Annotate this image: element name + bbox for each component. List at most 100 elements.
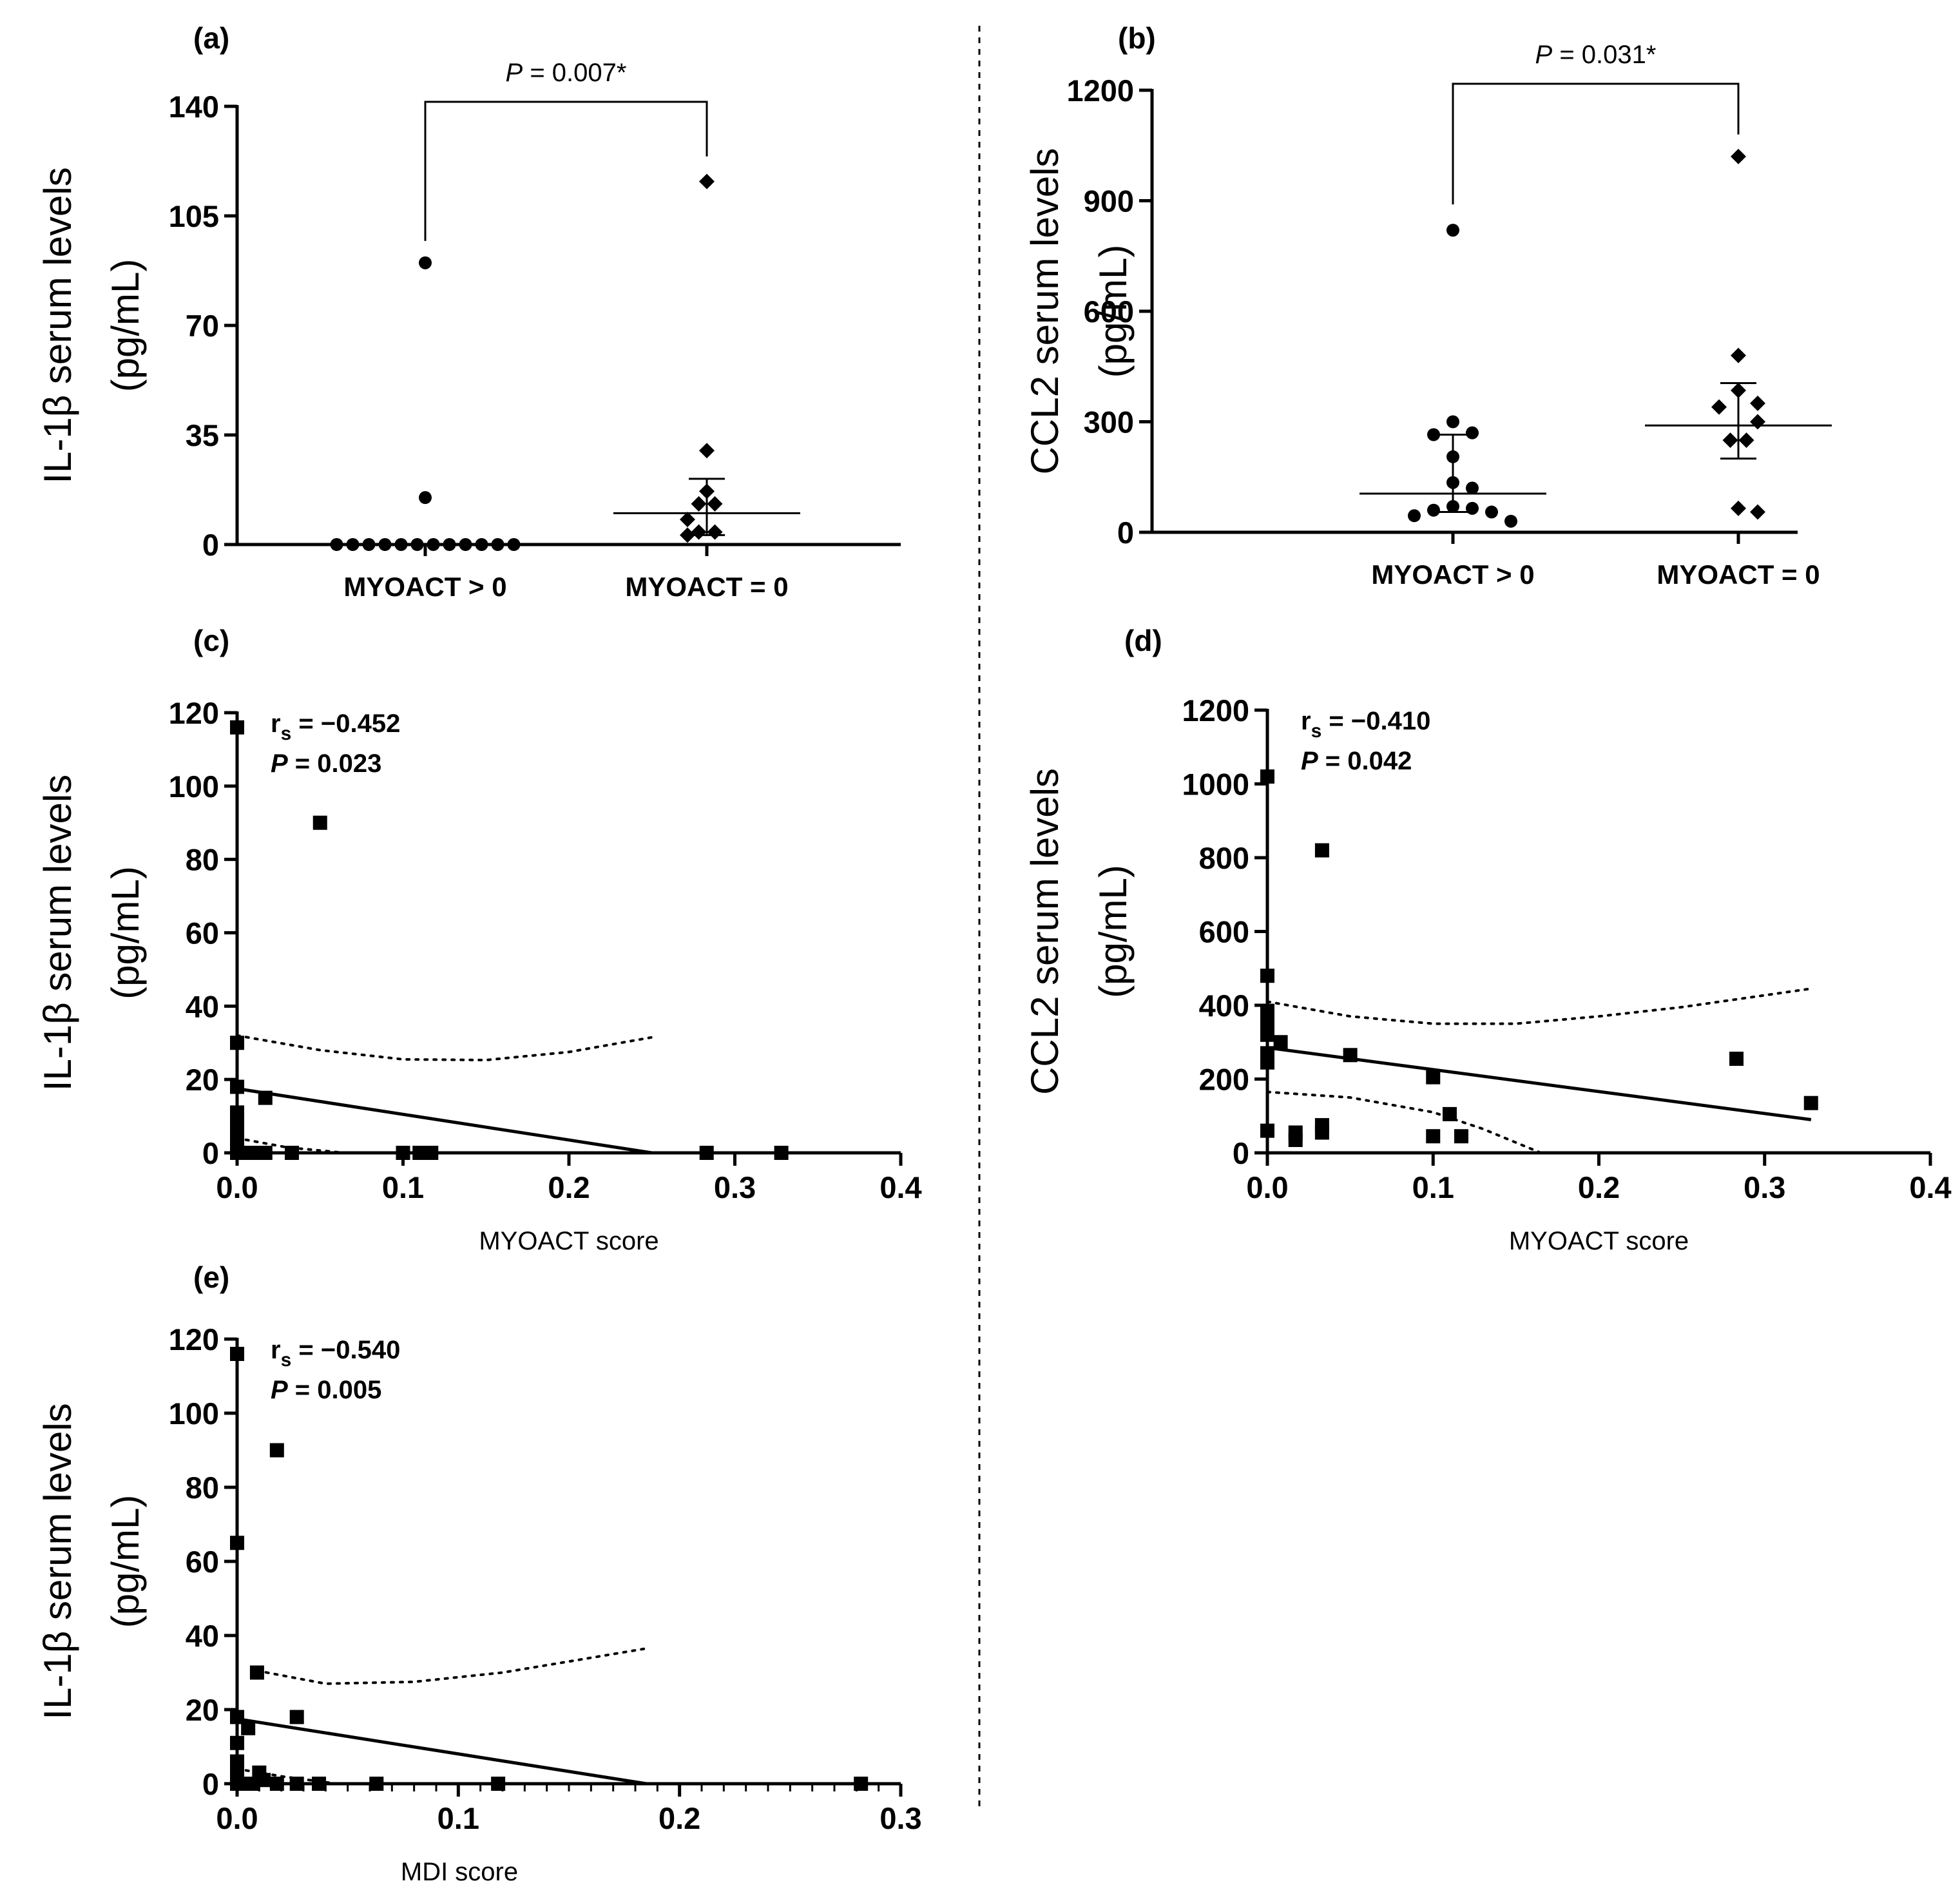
data-point (249, 1665, 264, 1680)
y-tick-label: 100 (169, 769, 219, 804)
x-tick-label: 0.3 (1744, 1170, 1785, 1204)
panel-letter: (e) (193, 1260, 229, 1294)
data-point (396, 1146, 410, 1160)
y-tick-label: 0 (1117, 516, 1134, 550)
data-point (1343, 1048, 1358, 1063)
data-point (1426, 1070, 1441, 1085)
data-point (491, 1777, 506, 1791)
p-value: = 0.007* (523, 59, 626, 87)
y-tick-label: 100 (169, 1396, 219, 1431)
x-axis-label: MYOACT score (1509, 1227, 1689, 1255)
data-point (1442, 1106, 1457, 1121)
panel-a: (a) 0 35 70 105 140 IL-1β serum levels (pg/mL) M… (36, 21, 901, 602)
data-point (699, 173, 715, 189)
data-point (230, 1735, 244, 1750)
data-point (1750, 395, 1765, 411)
data-point (256, 1773, 271, 1788)
y-tick-label: 140 (169, 90, 219, 124)
data-point (1260, 1055, 1274, 1070)
data-point (245, 1777, 260, 1791)
regression-line (236, 1717, 647, 1786)
data-point (1273, 1035, 1288, 1050)
x-category-label: MYOACT > 0 (343, 572, 506, 602)
r-value: = −0.410 (1321, 707, 1430, 735)
data-point (230, 1710, 244, 1724)
x-category-label: MYOACT > 0 (1371, 559, 1534, 590)
data-point (230, 1127, 244, 1142)
y-tick-label: 80 (186, 1471, 219, 1505)
data-point (230, 1105, 244, 1120)
y-axis-label: (pg/mL) (104, 1495, 147, 1628)
stat-r: rs = −0.452 (271, 709, 400, 744)
p-symbol: P (1301, 747, 1318, 775)
data-point (241, 1721, 256, 1735)
panel-d: (d) 0 200 400 600 800 1000 1200 CCL2 serum level… (1023, 624, 1952, 1255)
y-axis-label: CCL2 serum levels (1023, 768, 1066, 1095)
p-value: = 0.005 (288, 1376, 382, 1404)
y-tick-label: 35 (186, 418, 219, 452)
y-tick-label: 200 (1199, 1063, 1249, 1097)
ci-upper-curve (255, 1647, 648, 1685)
data-point (1427, 503, 1440, 517)
data-point (1446, 224, 1459, 237)
data-point (1454, 1129, 1468, 1144)
y-axis-label: (pg/mL) (1091, 245, 1135, 378)
data-point (269, 1443, 284, 1458)
y-tick-label: 900 (1084, 184, 1134, 218)
data-point (680, 512, 695, 528)
panel-c: (c) 0 20 40 60 80 100 120 IL-1β serum levels (pg/… (36, 624, 922, 1255)
y-tick-label: 300 (1084, 405, 1134, 439)
data-point (699, 443, 715, 459)
data-point (1738, 432, 1754, 449)
data-point (258, 1146, 273, 1160)
data-point (289, 1710, 304, 1724)
data-point (1314, 1125, 1329, 1140)
data-point (1466, 426, 1479, 439)
y-axis-label: CCL2 serum levels (1023, 148, 1066, 475)
r-value: = −0.452 (291, 709, 400, 738)
x-tick-label: 0.1 (437, 1801, 479, 1835)
data-point (691, 524, 707, 540)
r-subscript: s (1311, 720, 1322, 742)
panel-letter: (c) (193, 624, 229, 657)
y-tick-label: 0 (202, 1136, 219, 1170)
p-value: = 0.031* (1552, 41, 1656, 69)
data-point (1750, 504, 1765, 520)
data-point (854, 1777, 869, 1791)
y-axis-label: (pg/mL) (1091, 865, 1135, 998)
y-tick-label: 0 (1233, 1136, 1249, 1170)
data-point (1260, 1016, 1274, 1031)
data-point (1731, 347, 1746, 363)
panel-e: (e) 0 20 40 60 80 100 120 IL-1β serum levels (pg/… (36, 1260, 922, 1886)
significance-bracket (424, 101, 708, 241)
stat-p: P = 0.023 (271, 749, 381, 778)
data-point (230, 1116, 244, 1131)
p-value: = 0.042 (1318, 747, 1412, 775)
y-tick-label: 60 (186, 1545, 219, 1579)
data-point (1260, 769, 1274, 784)
significance-bracket (1452, 82, 1740, 205)
y-tick-label: 400 (1199, 989, 1249, 1023)
significance-label: P = 0.007* (506, 59, 627, 87)
data-point (258, 1090, 273, 1105)
x-tick-label: 0.2 (548, 1170, 590, 1204)
stat-r: rs = −0.410 (1301, 707, 1430, 742)
x-category-label: MYOACT = 0 (625, 572, 788, 602)
p-symbol: P (506, 59, 523, 87)
x-tick-label: 0.2 (658, 1801, 700, 1835)
data-point (284, 1146, 299, 1160)
data-point (1729, 1052, 1744, 1066)
data-point (774, 1146, 789, 1160)
data-point (230, 1079, 244, 1094)
data-point (1446, 415, 1459, 429)
y-axis-label: (pg/mL) (104, 866, 147, 999)
y-tick-label: 120 (169, 1322, 219, 1356)
data-point (1288, 1132, 1303, 1147)
x-tick-label: 0.3 (714, 1170, 756, 1204)
data-point (1485, 505, 1498, 519)
y-tick-label: 40 (186, 989, 219, 1023)
data-point (230, 720, 244, 735)
regression-line (1267, 1046, 1812, 1121)
x-axis-label: MDI score (401, 1858, 518, 1886)
data-point (230, 1036, 244, 1050)
